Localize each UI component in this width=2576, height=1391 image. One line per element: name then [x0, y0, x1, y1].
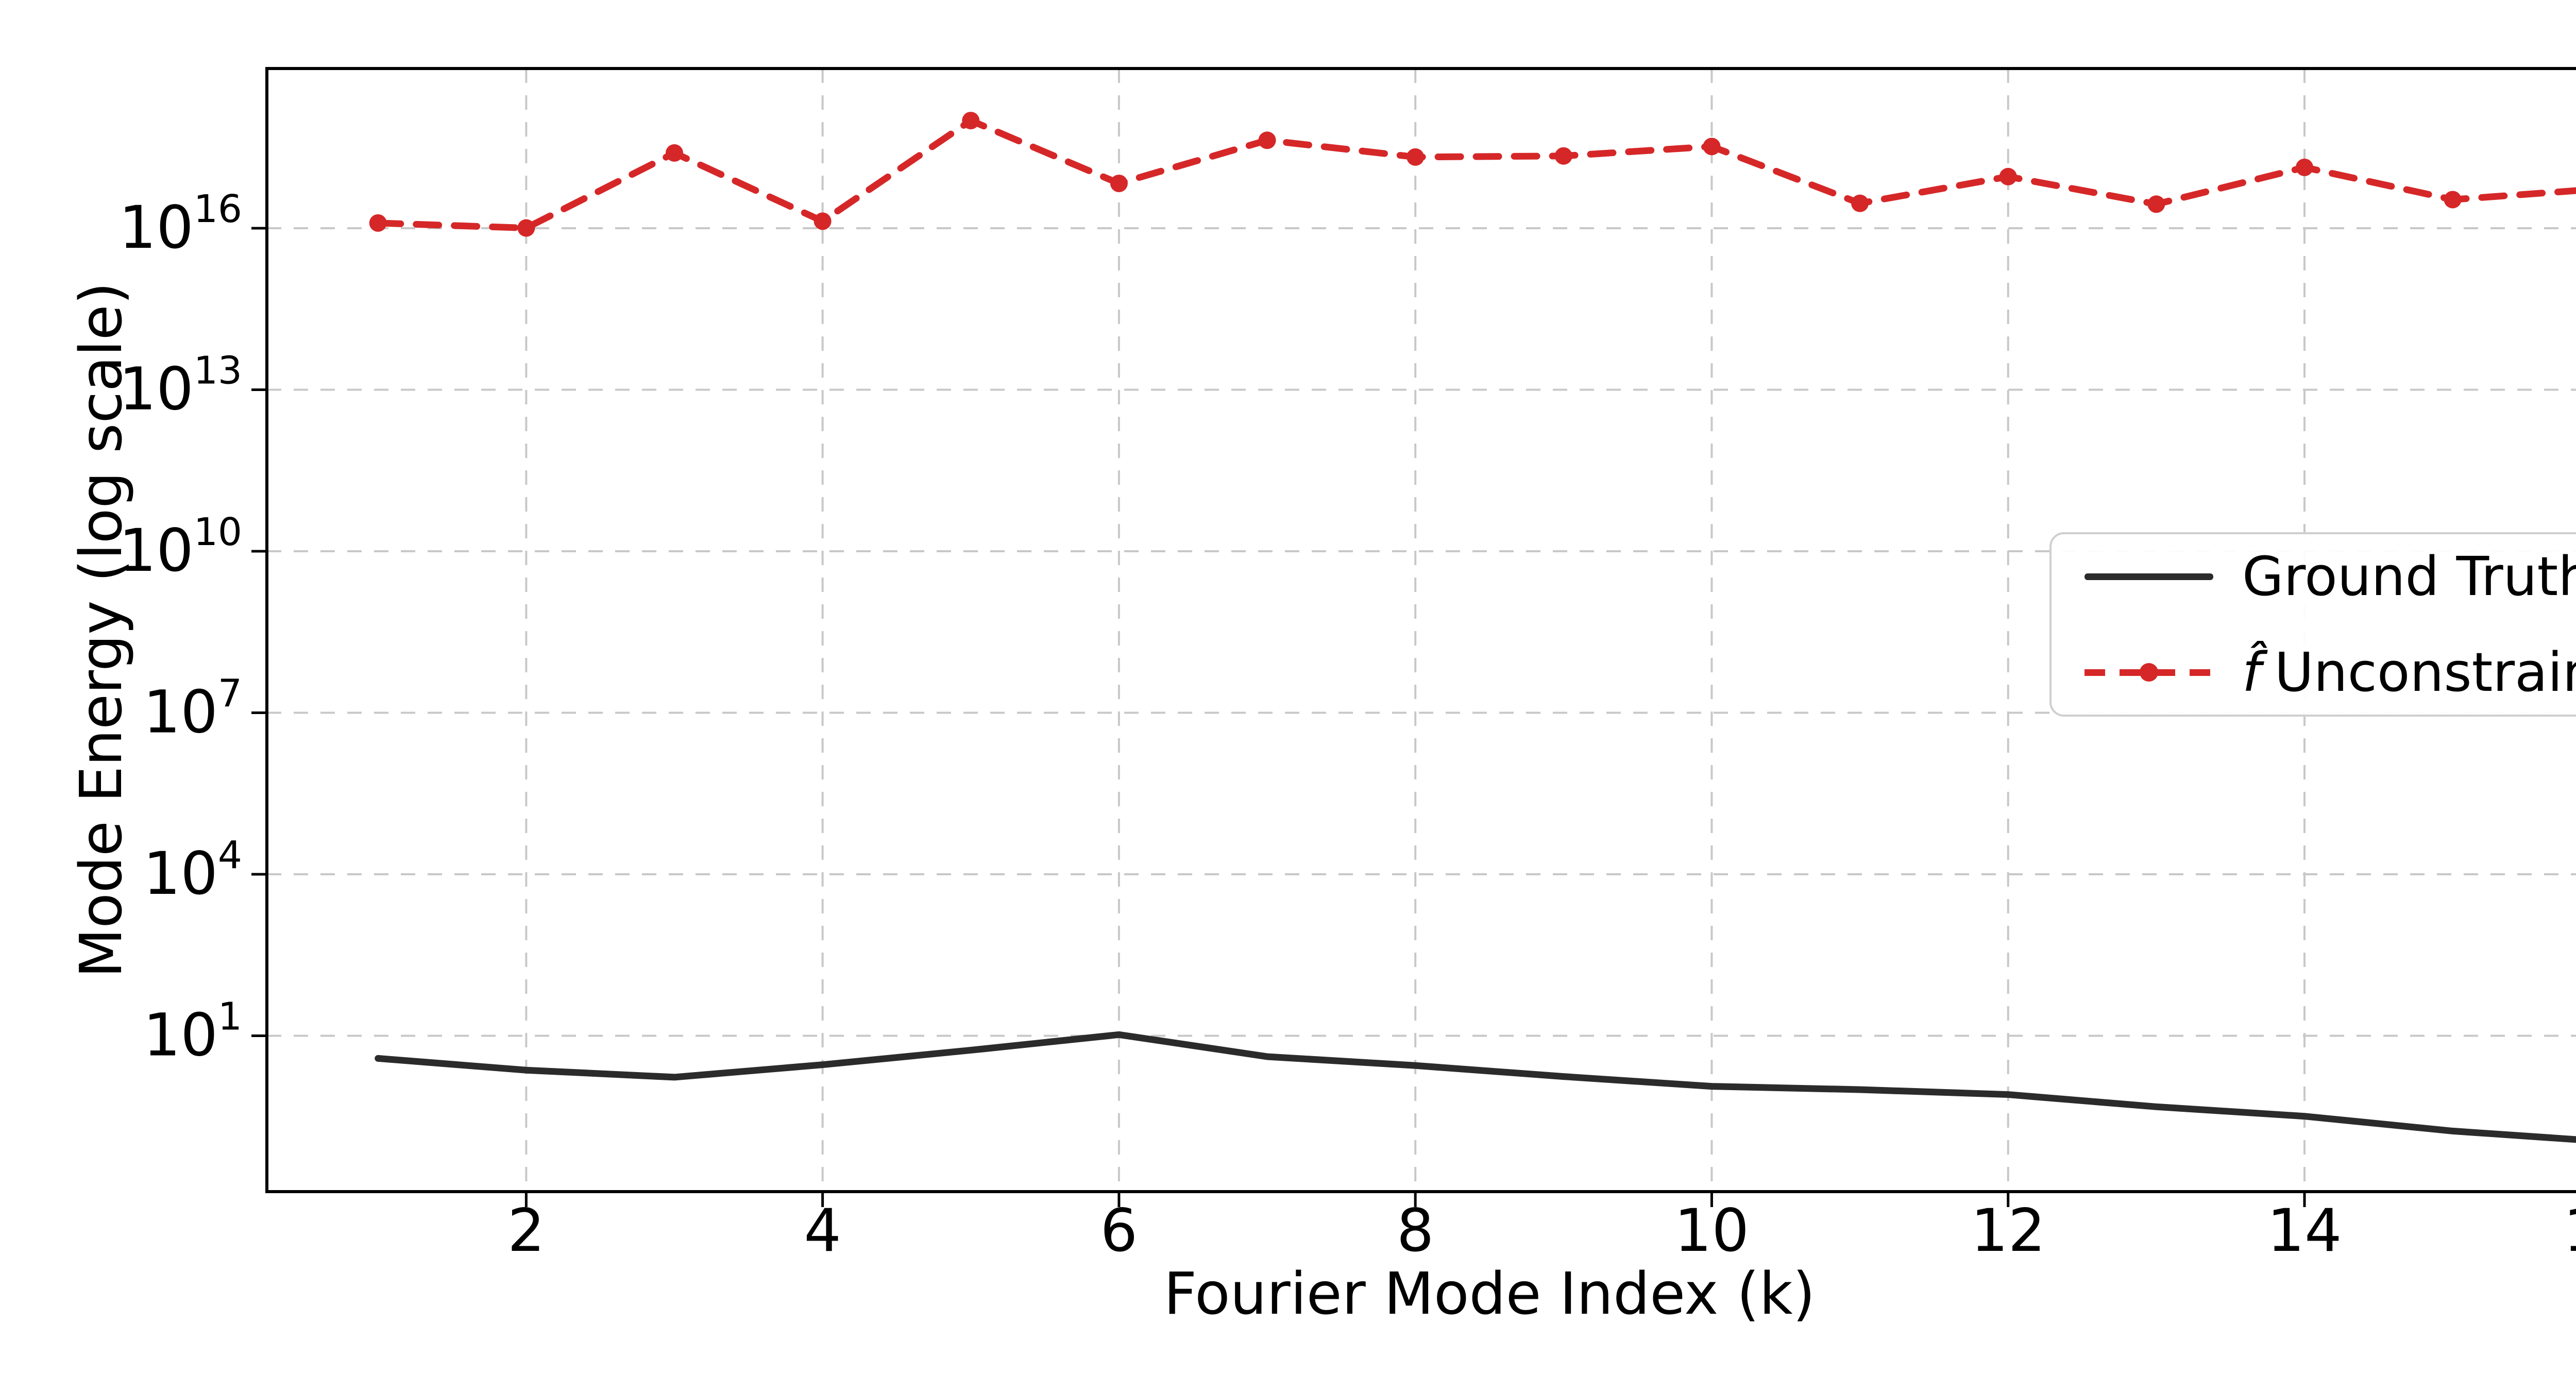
unconstrained-data-point	[1258, 131, 1276, 149]
x-tick-label: 14	[2267, 1196, 2342, 1265]
y-axis-label: Mode Energy (log scale)	[68, 282, 135, 978]
plot-area: 2 4 6 8 10 12 14 16 1016 1013 1010 107 104 101	[119, 67, 2576, 1265]
ground-truth-line-sample-icon	[2084, 573, 2213, 580]
unconstrained-data-point	[1406, 148, 1425, 166]
legend-item-unconstrained: f̂Unconstrained	[2084, 641, 2576, 703]
x-tick-label: 2	[507, 1196, 545, 1265]
legend-label-unconstrained: f̂Unconstrained	[2242, 646, 2576, 699]
unconstrained-data-point	[2296, 158, 2313, 176]
legend-label-fhat: f̂	[2242, 641, 2261, 704]
unconstrained-line-sample-icon	[2084, 663, 2213, 682]
unconstrained-data-point	[814, 212, 832, 230]
y-tick-label: 1016	[119, 187, 242, 262]
unconstrained-data-point	[2444, 191, 2462, 209]
legend-label-ground-truth: Ground Truth	[2242, 545, 2576, 608]
x-tick-label: 16	[2564, 1196, 2576, 1265]
unconstrained-data-point	[1110, 175, 1128, 193]
unconstrained-data-point	[1554, 147, 1572, 165]
unconstrained-data-point	[1703, 138, 1721, 156]
y-tick-label: 1010	[119, 510, 242, 585]
unconstrained-data-point	[666, 144, 683, 162]
x-tick-label: 6	[1100, 1196, 1138, 1265]
legend-item-ground-truth: Ground Truth	[2084, 546, 2576, 607]
y-tick-label: 107	[143, 672, 242, 747]
x-tick-label: 8	[1397, 1196, 1434, 1265]
unconstrained-data-point	[962, 112, 980, 129]
legend: Ground Truth f̂Unconstrained	[2049, 532, 2576, 717]
unconstrained-data-point	[1999, 167, 2017, 185]
legend-label-unconstrained-text: Unconstrained	[2274, 641, 2576, 704]
x-axis-label: Fourier Mode Index (k)	[1164, 1261, 1816, 1328]
x-tick-label: 4	[804, 1196, 841, 1265]
unconstrained-data-point	[517, 219, 535, 237]
y-tick-label: 101	[143, 995, 242, 1070]
unconstrained-data-point	[1851, 194, 1869, 212]
unconstrained-data-point	[369, 214, 387, 232]
plot-frame	[265, 67, 2576, 1193]
ground-truth-line	[375, 1031, 2576, 1143]
unconstrained-line	[375, 117, 2576, 232]
x-tick-label: 12	[1971, 1196, 2045, 1265]
x-tick-label: 10	[1674, 1196, 1749, 1265]
y-tick-label: 1013	[119, 349, 242, 423]
unconstrained-data-point	[2147, 195, 2165, 213]
unconstrained-marker-icon	[2140, 663, 2158, 682]
y-tick-label: 104	[143, 833, 242, 908]
